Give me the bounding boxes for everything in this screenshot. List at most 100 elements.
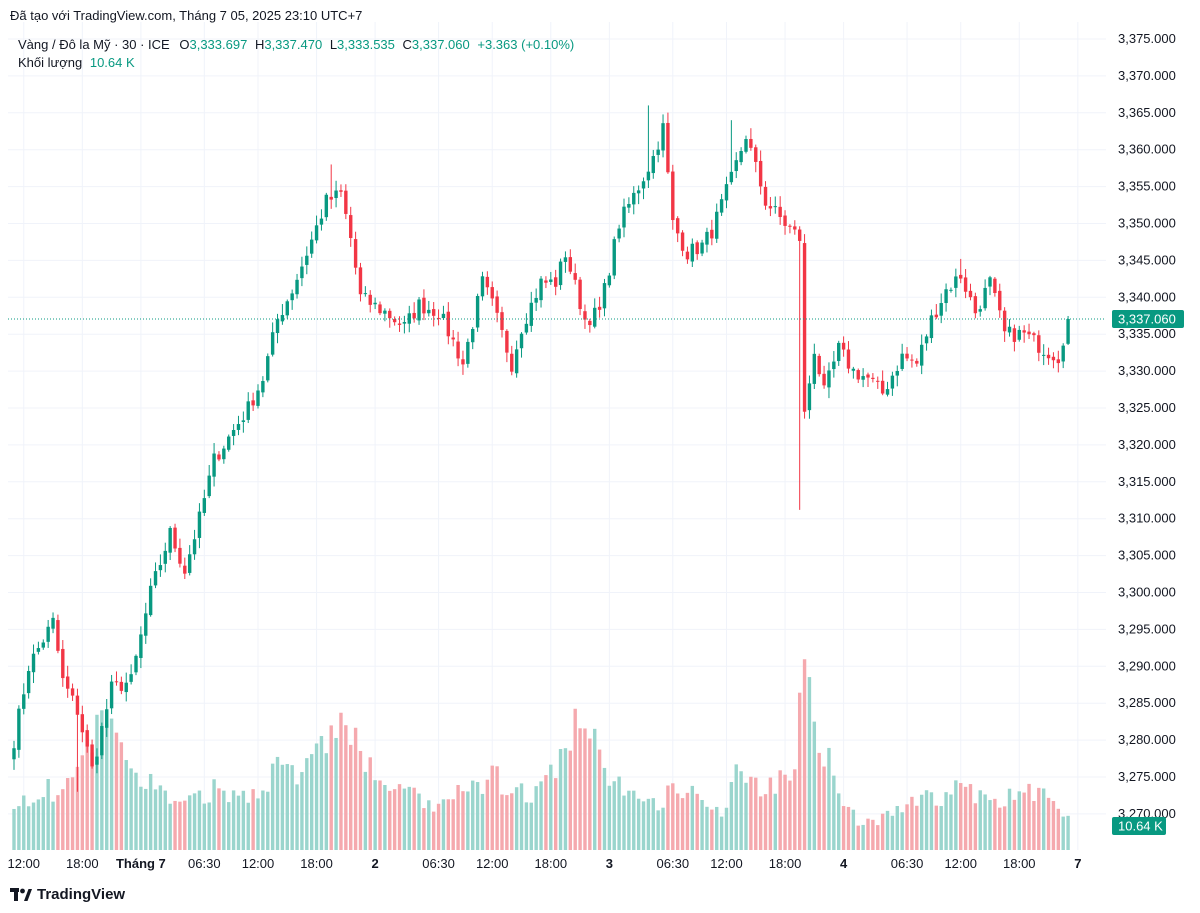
- volume-bar: [675, 793, 680, 850]
- price-tick-label: 3,310.000: [1118, 511, 1176, 526]
- volume-bars: [12, 659, 1070, 850]
- price-tick-label: 3,330.000: [1118, 363, 1176, 378]
- candle-body: [553, 277, 558, 287]
- volume-bar: [890, 815, 895, 850]
- volume-bar: [519, 783, 524, 850]
- candle-body: [959, 274, 963, 279]
- time-tick-label: 06:30: [422, 856, 455, 871]
- close-label: C: [402, 37, 412, 52]
- volume-bar: [41, 797, 45, 850]
- candle-body: [919, 344, 924, 366]
- candle-body: [573, 273, 577, 280]
- volume-bar: [929, 792, 934, 850]
- volume-bar: [593, 728, 597, 850]
- volume-bar: [993, 798, 997, 850]
- volume-bar: [314, 743, 319, 850]
- candle-body: [178, 547, 182, 564]
- volume-bar: [212, 779, 216, 850]
- candle-body: [392, 319, 397, 323]
- volume-bar: [51, 801, 55, 850]
- volume-value: 10.64 K: [89, 55, 135, 70]
- volume-bar: [954, 780, 958, 850]
- candle-body: [412, 312, 416, 319]
- time-tick-label: 06:30: [891, 856, 924, 871]
- published-caption: Đã tạo với TradingView.com, Tháng 7 05, …: [10, 8, 363, 23]
- volume-bar: [539, 781, 543, 850]
- candle-body: [451, 337, 455, 340]
- volume-bar: [246, 802, 250, 850]
- volume-bar: [563, 748, 568, 850]
- candle-body: [861, 376, 865, 380]
- candle-body: [968, 290, 973, 298]
- candle-body: [163, 550, 167, 564]
- price-axis[interactable]: 3,375.000 3,370.000 3,365.000 3,360.000 3,35…: [1112, 31, 1184, 835]
- candle-body: [256, 390, 260, 406]
- candle-body: [954, 276, 958, 288]
- volume-bar: [334, 737, 338, 850]
- volume-bar: [1027, 783, 1031, 850]
- volume-bar: [597, 749, 602, 850]
- candle-body: [407, 313, 411, 324]
- tradingview-brand[interactable]: TradingView: [10, 886, 125, 903]
- candle-body: [270, 332, 275, 355]
- volume-bar: [607, 785, 612, 850]
- candle-body: [183, 565, 187, 574]
- volume-bar: [349, 744, 353, 850]
- volume-bar: [797, 692, 802, 850]
- candle-body: [710, 229, 714, 239]
- candle-body: [202, 498, 207, 513]
- volume-bar: [656, 810, 660, 850]
- candle-body: [61, 648, 65, 679]
- volume-bar: [661, 807, 665, 850]
- candle-body: [109, 681, 114, 709]
- candle-body: [700, 242, 704, 254]
- candle-body: [446, 311, 451, 337]
- grid: [8, 22, 1106, 850]
- volume-bar: [61, 789, 65, 850]
- volume-bar: [900, 812, 904, 850]
- volume-bar: [690, 785, 695, 850]
- candle-body: [187, 554, 192, 573]
- volume-bar: [973, 803, 978, 850]
- high-value: 3,337.470: [264, 37, 323, 52]
- volume-bar: [880, 813, 885, 850]
- time-tick-label: 18:00: [1003, 856, 1036, 871]
- volume-label[interactable]: Khối lượng: [18, 55, 83, 70]
- volume-bar: [773, 793, 777, 850]
- candle-body: [148, 585, 153, 616]
- symbol-name[interactable]: Vàng / Đô la Mỹ · 30 · ICE: [18, 37, 170, 52]
- time-axis[interactable]: 12:00 18:00 Tháng 7 06:30 12:00 18:00 2 06:30 12…: [7, 856, 1081, 871]
- candle-body: [309, 239, 314, 254]
- volume-bar: [363, 771, 368, 850]
- last-volume-badge: [1112, 817, 1166, 835]
- volume-bar: [612, 781, 616, 850]
- volume-bar: [353, 727, 358, 850]
- volume-bar: [802, 659, 807, 850]
- volume-bar: [837, 793, 841, 850]
- candle-body: [144, 613, 148, 636]
- candle-body: [768, 206, 773, 209]
- candle-body: [802, 243, 807, 412]
- volume-bar: [734, 764, 738, 850]
- volume-bar: [968, 784, 973, 850]
- volume-bar: [549, 764, 553, 850]
- volume-bar: [417, 793, 421, 850]
- volume-bar: [451, 799, 455, 850]
- candle-body: [685, 251, 690, 260]
- candle-body: [876, 380, 880, 382]
- candle-body: [778, 206, 782, 218]
- volume-bar: [895, 805, 899, 850]
- volume-bar: [724, 807, 729, 850]
- volume-row: Khối lượng 10.64 K: [18, 54, 574, 72]
- volume-bar: [70, 777, 75, 850]
- candle-body: [612, 239, 616, 276]
- candle-body: [822, 373, 826, 386]
- volume-bar: [475, 782, 480, 850]
- volume-bar: [729, 782, 734, 850]
- volume-bar: [95, 714, 99, 850]
- volume-bar: [695, 793, 699, 850]
- candle-body: [1017, 329, 1021, 340]
- volume-bar: [270, 763, 275, 850]
- candle-body: [827, 370, 831, 388]
